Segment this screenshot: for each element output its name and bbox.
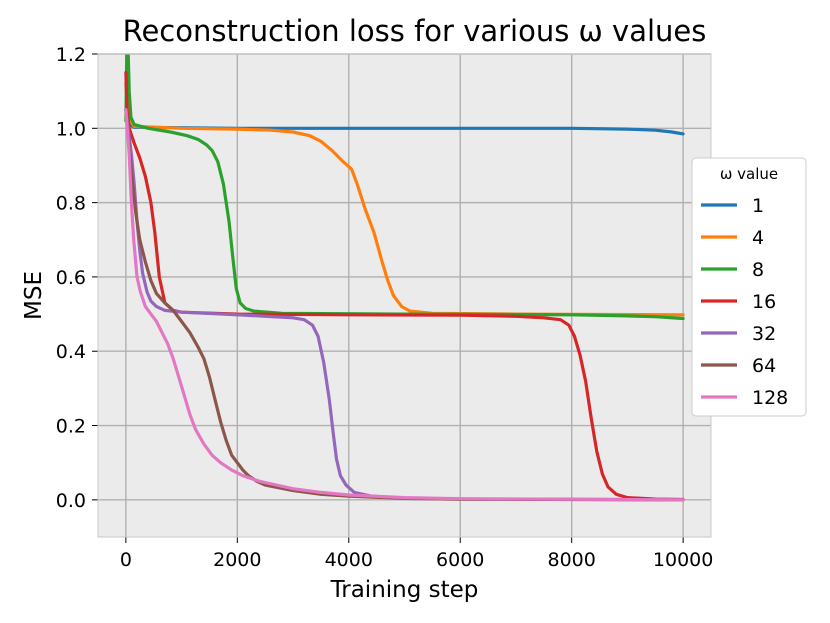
plot-area [98, 54, 711, 537]
x-tick-label: 4000 [325, 549, 373, 571]
legend-label: 4 [752, 227, 764, 249]
legend-item-64: 64 [701, 355, 776, 377]
legend-label: 16 [752, 291, 776, 313]
legend-label: 64 [752, 355, 776, 377]
legend-box [691, 157, 807, 417]
series-line-128 [124, 108, 685, 502]
x-axis-label: Training step [330, 577, 479, 603]
x-axis-ticks: 0 2000 4000 6000 8000 10000 [120, 537, 713, 571]
series-lines [124, 54, 685, 502]
y-tick-label: 1.0 [56, 118, 86, 140]
y-tick-label: 0.0 [56, 490, 86, 512]
y-tick-label: 1.2 [56, 44, 86, 66]
x-tick-label: 0 [120, 549, 132, 571]
legend-title: ω value [720, 165, 778, 183]
x-tick-label: 6000 [436, 549, 484, 571]
y-tick-label: 0.6 [56, 267, 86, 289]
series-line-16 [124, 71, 685, 502]
legend: ω value 1 4 8 16 32 64 128 [691, 157, 807, 417]
legend-items: 1 4 8 16 32 64 128 [701, 195, 788, 409]
legend-label: 1 [752, 195, 764, 217]
legend-item-32: 32 [701, 323, 776, 345]
y-tick-label: 0.2 [56, 416, 86, 438]
x-tick-label: 2000 [213, 549, 261, 571]
series-line-4 [124, 82, 685, 317]
chart-title: Reconstruction loss for various ω values [123, 14, 707, 48]
legend-item-1: 1 [701, 195, 764, 217]
legend-item-16: 16 [701, 291, 776, 313]
y-tick-label: 0.4 [56, 341, 86, 363]
y-axis-label: MSE [21, 271, 47, 320]
legend-label: 32 [752, 323, 776, 345]
legend-item-8: 8 [701, 259, 764, 281]
y-axis-ticks: 0.0 0.2 0.4 0.6 0.8 1.0 1.2 [56, 44, 98, 512]
legend-item-128: 128 [701, 387, 788, 409]
x-tick-label: 8000 [548, 549, 596, 571]
legend-item-4: 4 [701, 227, 764, 249]
legend-label: 128 [752, 387, 788, 409]
x-tick-label: 10000 [653, 549, 713, 571]
y-tick-label: 0.8 [56, 193, 86, 215]
legend-label: 8 [752, 259, 764, 281]
series-line-64 [124, 108, 685, 502]
